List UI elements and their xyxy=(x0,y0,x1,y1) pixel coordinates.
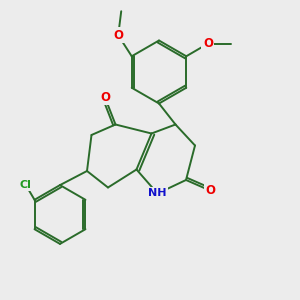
Text: O: O xyxy=(205,184,215,197)
Text: O: O xyxy=(113,29,123,42)
Text: NH: NH xyxy=(148,188,167,199)
Text: O: O xyxy=(100,91,110,104)
Text: O: O xyxy=(203,37,213,50)
Text: Cl: Cl xyxy=(20,179,32,190)
